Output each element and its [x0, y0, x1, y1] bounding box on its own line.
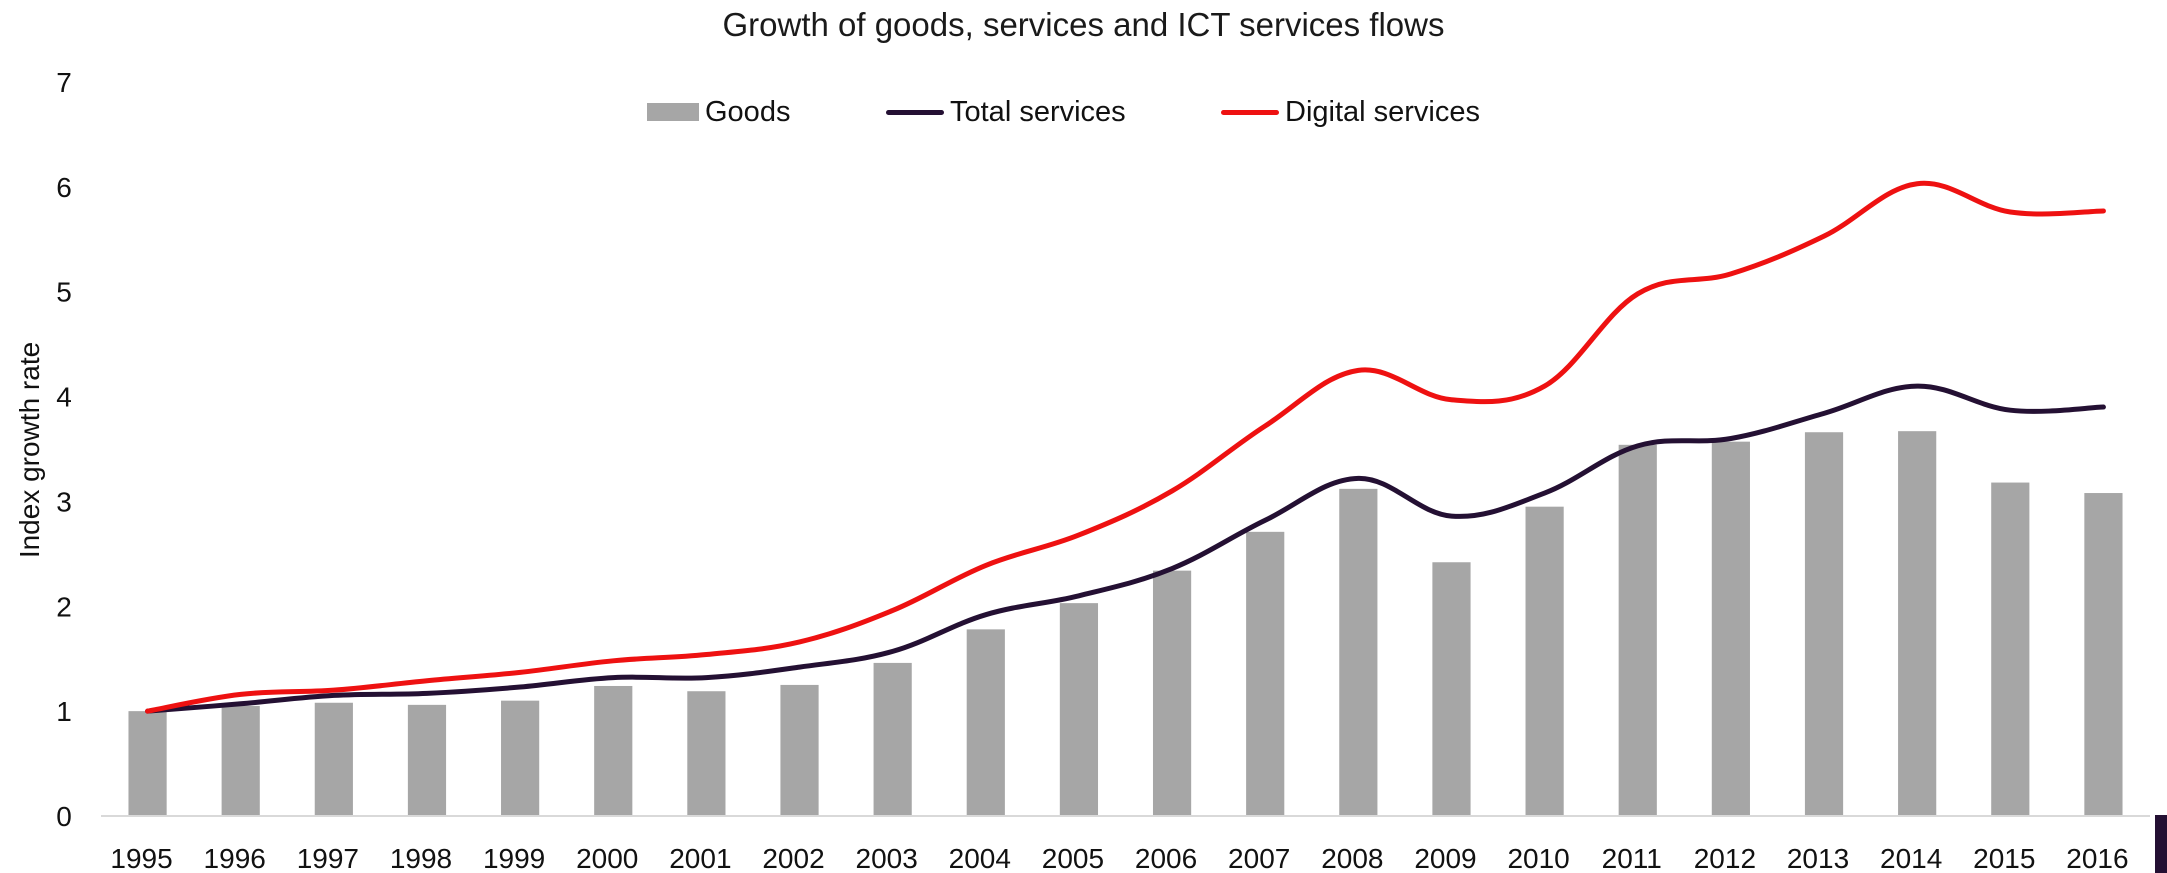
line-total-services [145, 383, 2106, 714]
legend-item-total-services: Total services [886, 94, 1126, 130]
bar-goods-2005 [1059, 603, 1099, 816]
bar-goods-2008 [1339, 488, 1378, 816]
legend-swatch-total-services [886, 109, 944, 115]
legend-swatch-goods [647, 103, 699, 121]
x-tick-label: 2016 [2066, 843, 2128, 873]
bar-goods-2004 [966, 629, 1005, 816]
bar-goods-2010 [1525, 506, 1564, 816]
x-tick-label: 1999 [483, 843, 545, 873]
legend-swatch-digital-services [1221, 109, 1279, 115]
y-tick-label: 5 [56, 277, 72, 308]
x-tick-label: 2003 [856, 843, 918, 873]
x-tick-label: 2006 [1135, 843, 1197, 873]
y-tick-label: 4 [56, 382, 72, 413]
x-tick-label: 2009 [1414, 843, 1476, 873]
y-tick-label: 3 [56, 486, 72, 517]
bar-goods-1996 [221, 705, 260, 816]
bar-goods-1997 [314, 702, 353, 816]
bar-goods-2016 [2084, 493, 2123, 816]
x-tick-label: 1996 [204, 843, 266, 873]
bar-goods-2012 [1711, 441, 1750, 816]
bar-goods-2014 [1898, 431, 1937, 816]
y-tick-label: 1 [56, 696, 72, 727]
bar-goods-2015 [1991, 482, 2030, 816]
legend: Goods Total services Digital services [0, 94, 2167, 130]
bar-goods-1999 [501, 700, 540, 816]
legend-label-digital-services: Digital services [1285, 95, 1480, 128]
y-tick-label: 7 [56, 67, 72, 98]
bars-layer [128, 431, 2123, 816]
x-tick-label: 2000 [576, 843, 638, 873]
bar-goods-2006 [1152, 570, 1192, 816]
chart-title: Growth of goods, services and ICT servic… [722, 6, 1445, 43]
bar-goods-2011 [1618, 444, 1657, 816]
bar-goods-1995 [128, 711, 167, 816]
bar-goods-2002 [780, 684, 819, 816]
x-tick-label: 2013 [1787, 843, 1849, 873]
bar-goods-2003 [873, 662, 912, 816]
x-tick-label: 2010 [1507, 843, 1569, 873]
corner-mark [2155, 815, 2167, 873]
x-tick-label: 2004 [949, 843, 1011, 873]
x-tick-label: 2008 [1321, 843, 1383, 873]
x-tick-label: 2014 [1880, 843, 1942, 873]
y-tick-label: 0 [56, 801, 72, 832]
x-tick-label: 2007 [1228, 843, 1290, 873]
bar-goods-2013 [1804, 432, 1844, 816]
y-tick-label: 2 [56, 591, 72, 622]
line-digital-services [145, 180, 2106, 714]
x-tick-label: 1997 [297, 843, 359, 873]
x-tick-label: 1998 [390, 843, 452, 873]
x-tick-label: 2002 [762, 843, 824, 873]
x-tick-label: 2005 [1042, 843, 1104, 873]
bar-goods-2000 [594, 685, 633, 816]
legend-label-total-services: Total services [950, 95, 1126, 128]
bar-goods-2007 [1246, 531, 1285, 816]
x-tick-label: 2001 [669, 843, 731, 873]
lines-layer [145, 180, 2106, 714]
axes-layer: 0 1 2 3 4 5 6 7 1995 1996 1997 1998 1999 2000 2001 2002… [56, 67, 2150, 873]
y-tick-label: 6 [56, 172, 72, 203]
bar-goods-2009 [1432, 562, 1471, 816]
bar-goods-1998 [407, 704, 447, 816]
bar-goods-2001 [687, 691, 726, 816]
x-tick-label: 2012 [1694, 843, 1756, 873]
x-tick-label: 2011 [1602, 843, 1662, 873]
legend-label-goods: Goods [705, 95, 791, 128]
legend-item-digital-services: Digital services [1221, 94, 1480, 130]
legend-item-goods: Goods [647, 94, 790, 130]
x-tick-label: 2015 [1973, 843, 2035, 873]
x-tick-label: 1995 [110, 843, 172, 873]
